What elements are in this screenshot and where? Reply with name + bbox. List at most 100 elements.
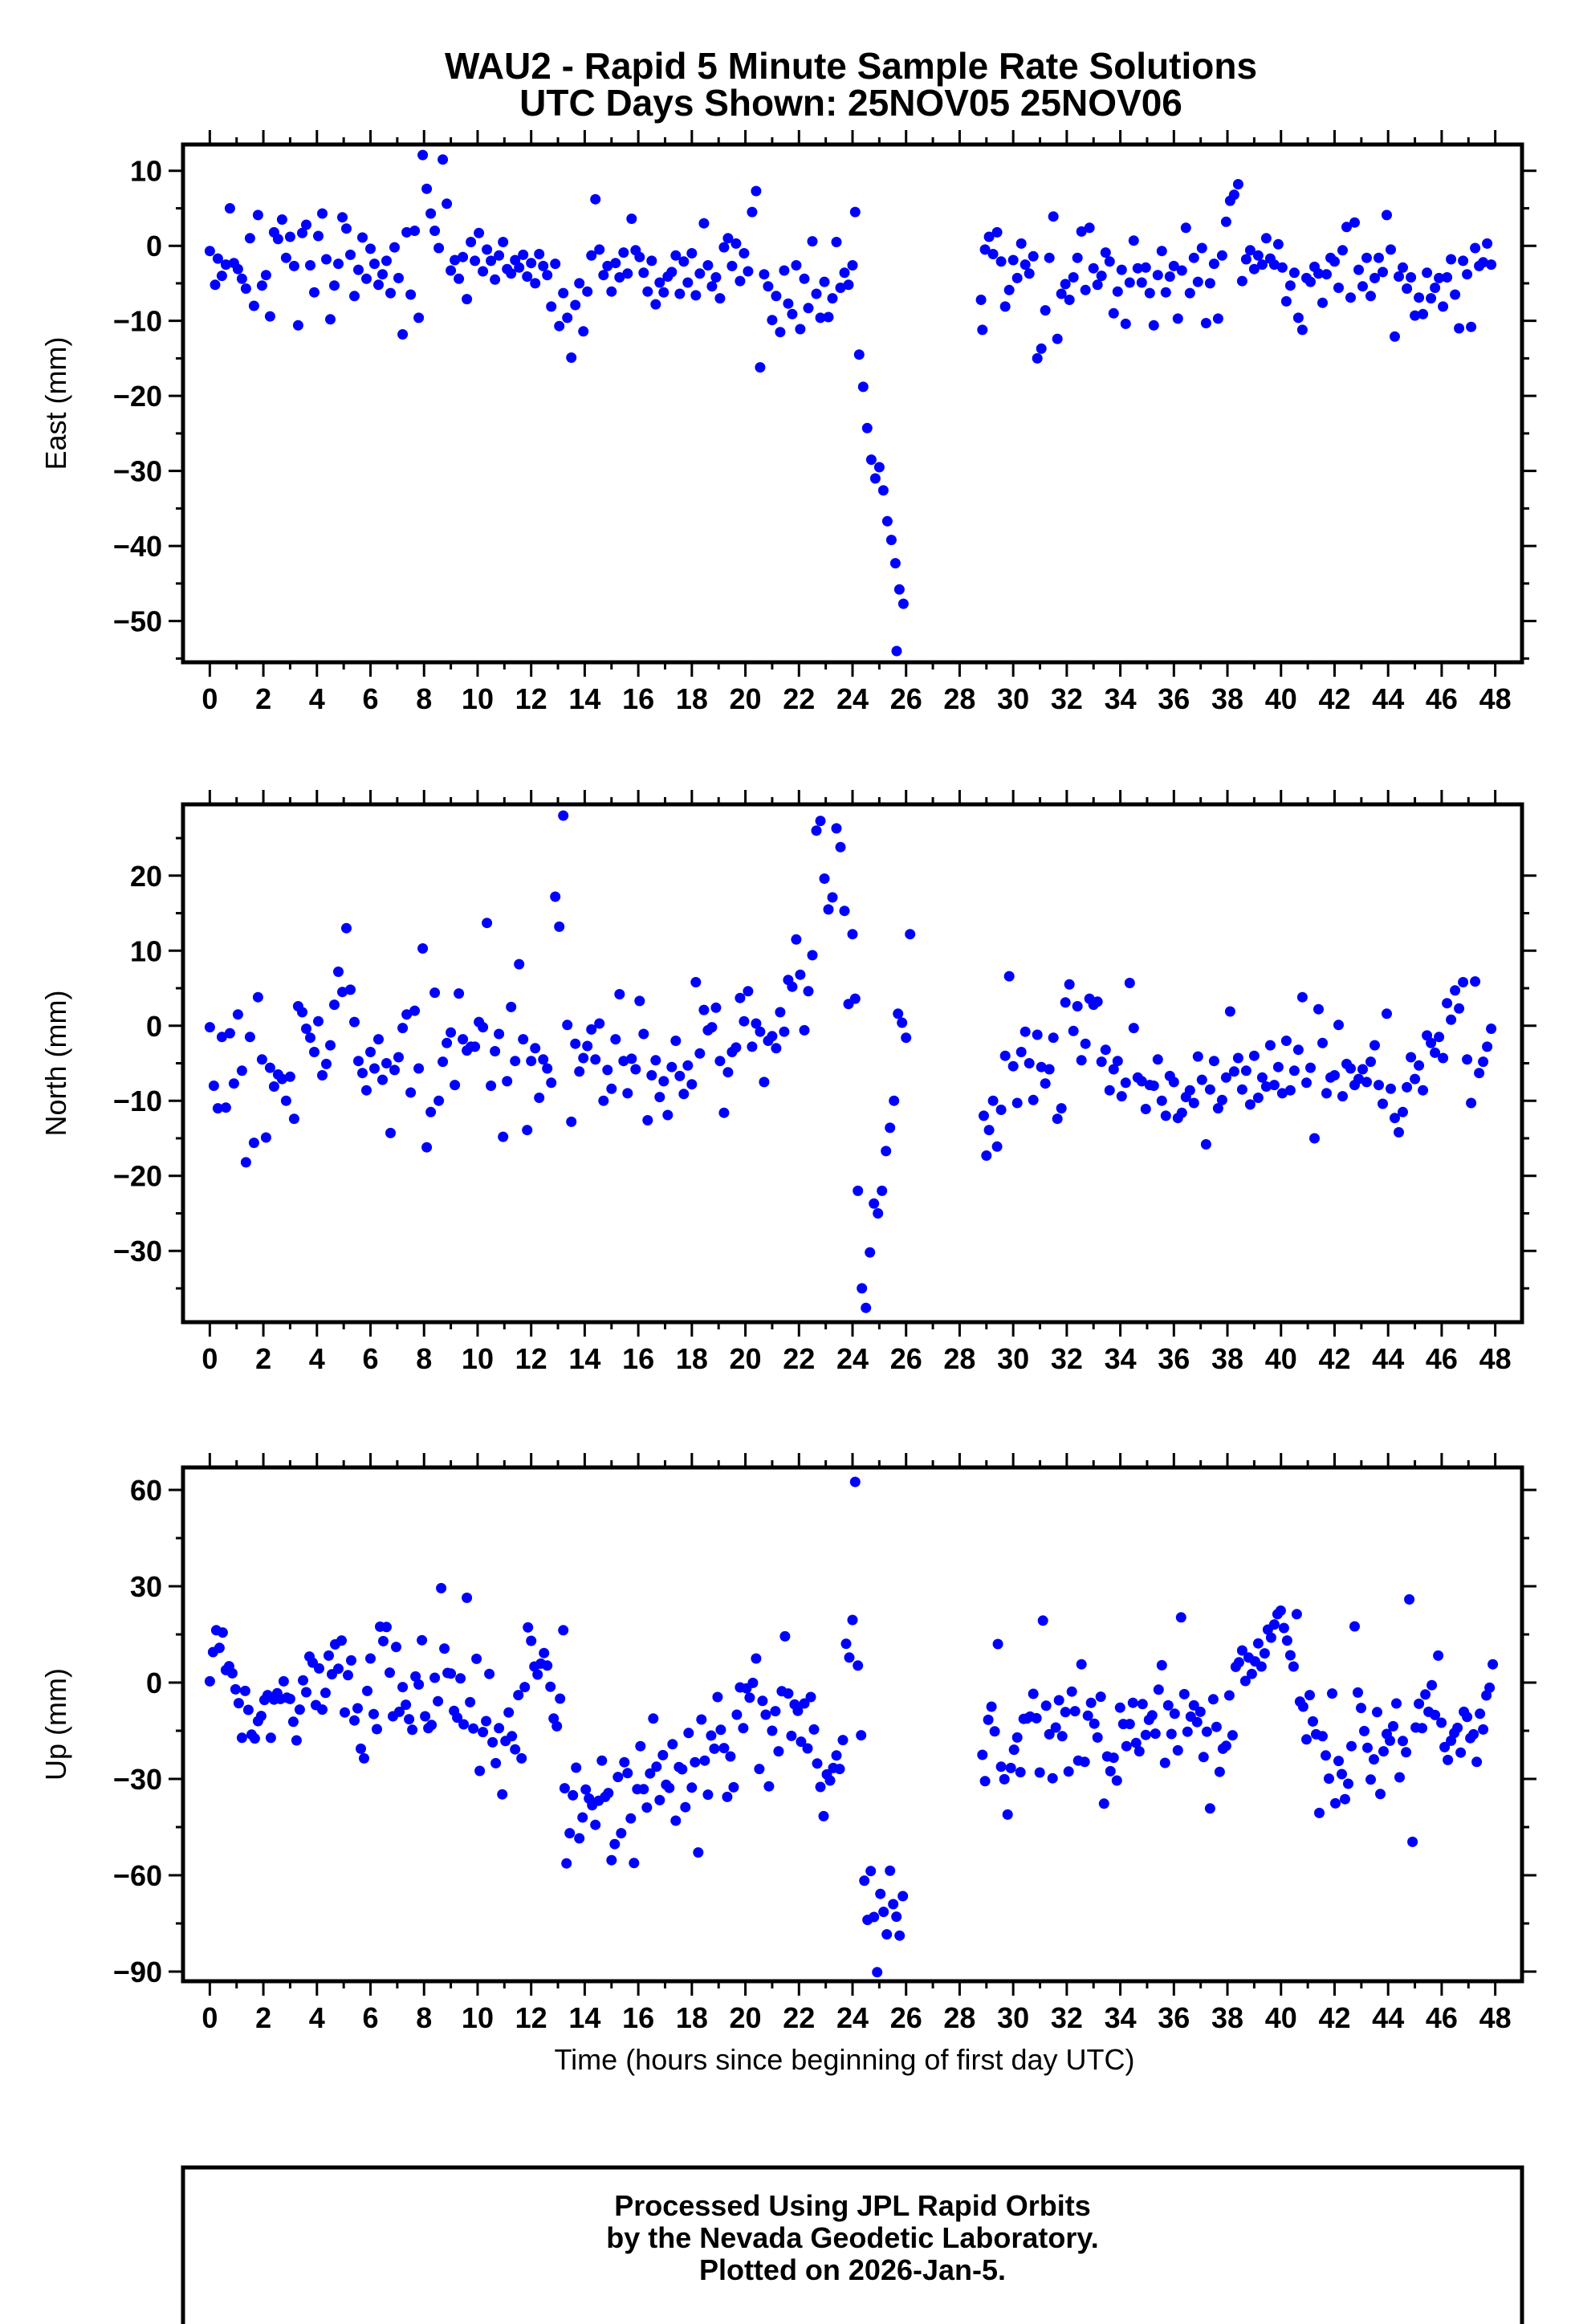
data-point [1108, 1064, 1119, 1075]
data-point [635, 1740, 646, 1752]
data-point [712, 1691, 723, 1703]
data-point [494, 1028, 505, 1040]
data-point [625, 1813, 637, 1824]
data-point [507, 1731, 518, 1742]
data-point [373, 1034, 384, 1045]
data-point [710, 272, 722, 283]
data-point [1434, 272, 1445, 283]
y-tick-label: −20 [113, 1160, 162, 1193]
x-tick-label: 24 [836, 2001, 869, 2034]
data-point [526, 258, 537, 269]
data-point [658, 1076, 669, 1087]
x-tick-label: 6 [363, 682, 379, 715]
data-point [401, 1009, 413, 1020]
data-point [1178, 1688, 1190, 1699]
data-point [807, 236, 818, 247]
data-point [878, 1907, 889, 1918]
data-point [555, 1693, 566, 1704]
data-point [1148, 1081, 1159, 1091]
data-point [650, 299, 661, 310]
data-point [626, 1053, 637, 1064]
data-point [1252, 1638, 1264, 1649]
data-point [313, 1015, 324, 1027]
data-point [725, 1751, 736, 1762]
data-point [1272, 238, 1284, 250]
data-point [1152, 270, 1163, 281]
data-point [1166, 1728, 1177, 1740]
data-point [1007, 1060, 1019, 1072]
y-tick-label: −10 [113, 305, 162, 338]
data-point [975, 295, 987, 305]
data-point [873, 1208, 884, 1219]
y-tick-label: −20 [113, 380, 162, 413]
data-point [1443, 1754, 1454, 1765]
data-point [478, 1727, 489, 1738]
data-point [680, 1801, 691, 1813]
panel-east: 0 2 4 6 8 10 12 14 16 18 20 22 24 26 28 30 32 34 36 38 40 42 4… [39, 130, 1536, 715]
data-point [642, 1115, 653, 1125]
data-point [462, 1592, 473, 1603]
data-point [1228, 189, 1239, 201]
data-point [831, 823, 842, 834]
data-point [356, 1743, 366, 1754]
data-point [795, 324, 806, 335]
data-point [353, 1056, 364, 1067]
data-point [394, 1706, 405, 1717]
data-point [454, 273, 465, 284]
series-east [204, 149, 1497, 657]
data-point [853, 1185, 864, 1196]
data-point [690, 1756, 701, 1768]
data-point [869, 473, 881, 484]
data-point [594, 244, 605, 255]
data-point [228, 1078, 239, 1089]
x-tick-label: 48 [1479, 682, 1512, 715]
data-point [1446, 1014, 1457, 1025]
data-point [369, 1063, 380, 1074]
data-point [287, 1716, 299, 1728]
data-point [314, 1663, 324, 1674]
data-point [815, 1781, 826, 1793]
data-point [824, 1775, 836, 1786]
data-point [1422, 267, 1433, 279]
data-point [1308, 1716, 1318, 1727]
data-point [1104, 256, 1115, 267]
data-point [1369, 1040, 1380, 1051]
data-point [686, 248, 698, 258]
data-point [317, 208, 328, 219]
data-point [991, 226, 1003, 238]
data-point [1212, 313, 1223, 324]
data-point [1019, 1026, 1031, 1037]
data-point [564, 1828, 576, 1839]
data-point [995, 256, 1007, 267]
data-point [313, 230, 324, 242]
data-point [1390, 331, 1400, 342]
data-point [204, 246, 215, 257]
x-tick-label: 38 [1211, 682, 1243, 715]
data-point [722, 1067, 734, 1078]
data-point [618, 1056, 629, 1067]
data-point [1462, 269, 1473, 280]
x-tick-label: 8 [416, 682, 432, 715]
data-point [1127, 1697, 1138, 1708]
data-point [546, 301, 557, 312]
data-point [861, 1302, 872, 1313]
data-point [1455, 1747, 1467, 1758]
data-point [783, 1688, 794, 1699]
data-point [803, 986, 814, 997]
data-point [538, 1054, 549, 1065]
data-point [1430, 1709, 1441, 1720]
data-point [224, 203, 235, 214]
data-point [888, 1899, 899, 1910]
data-point [849, 206, 861, 218]
data-point [1239, 1675, 1251, 1687]
data-point [1361, 252, 1372, 263]
data-point [598, 270, 609, 281]
data-point [1176, 265, 1187, 276]
data-point [622, 268, 633, 279]
data-point [1341, 222, 1352, 233]
data-point [498, 237, 509, 247]
data-point [1124, 978, 1135, 988]
data-point [574, 1066, 585, 1077]
data-point [979, 1110, 989, 1121]
data-point [429, 226, 441, 236]
